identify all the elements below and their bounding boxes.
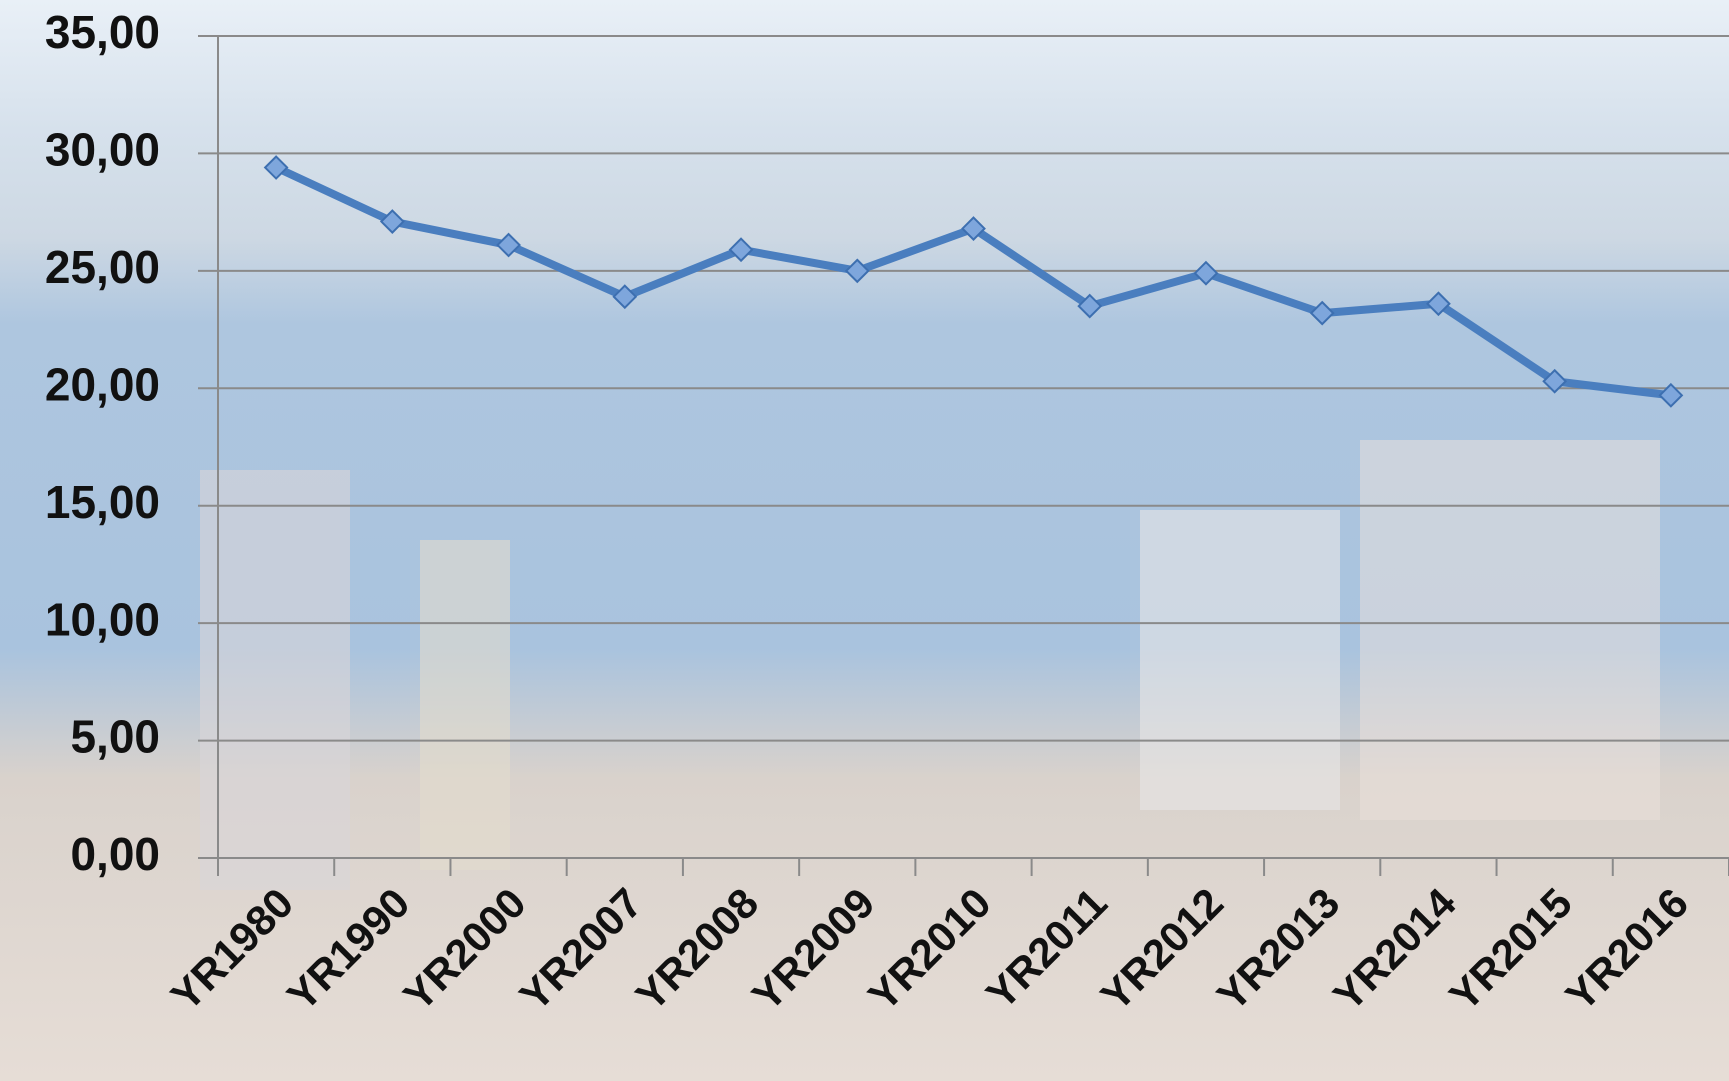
y-tick-label: 35,00 xyxy=(45,6,160,58)
y-tick-label: 20,00 xyxy=(45,358,160,410)
bg-tower xyxy=(420,540,510,870)
chart: 0,005,0010,0015,0020,0025,0030,0035,00YR… xyxy=(0,0,1729,1081)
y-tick-label: 5,00 xyxy=(70,711,160,763)
bg-building xyxy=(1140,510,1340,810)
y-tick-label: 25,00 xyxy=(45,241,160,293)
y-tick-label: 30,00 xyxy=(45,124,160,176)
bg-building xyxy=(1360,440,1660,820)
y-tick-label: 15,00 xyxy=(45,476,160,528)
bg-tower xyxy=(200,470,350,890)
y-tick-label: 10,00 xyxy=(45,593,160,645)
page: 0,005,0010,0015,0020,0025,0030,0035,00YR… xyxy=(0,0,1729,1081)
y-tick-label: 0,00 xyxy=(70,828,160,880)
